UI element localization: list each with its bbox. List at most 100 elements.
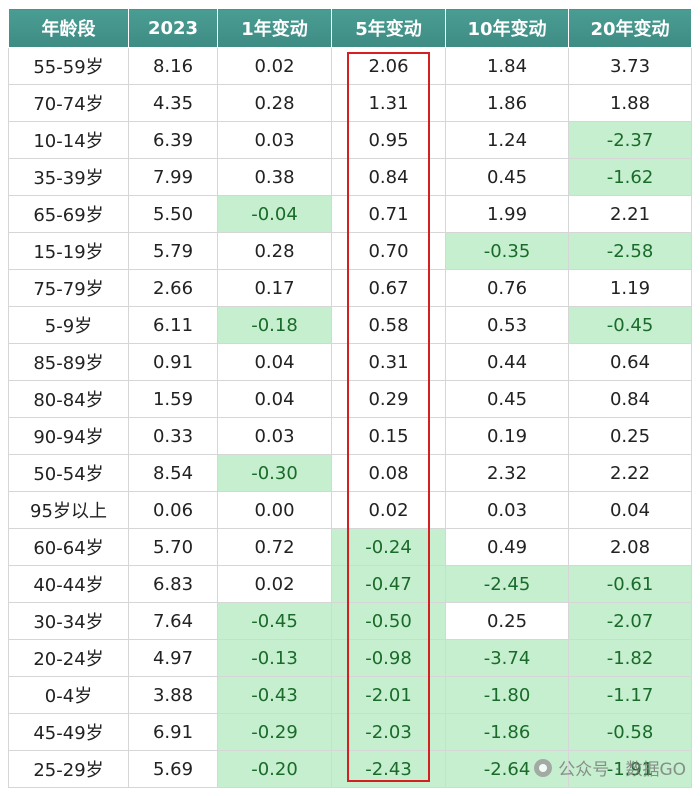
value-2023-cell: 0.91 (128, 343, 218, 381)
wechat-icon (534, 758, 553, 777)
value-2023-cell: 5.70 (128, 528, 218, 566)
col-header-10y-change: 10年变动 (445, 8, 569, 48)
change-5y-cell: -2.01 (331, 676, 446, 714)
table-row: 60-64岁 5.70 0.72 -0.24 0.49 2.08 (8, 528, 692, 566)
col-header-age-group: 年龄段 (8, 8, 129, 48)
table-row: 90-94岁 0.33 0.03 0.15 0.19 0.25 (8, 417, 692, 455)
table-row: 40-44岁 6.83 0.02 -0.47 -2.45 -0.61 (8, 565, 692, 603)
change-1y-cell: 0.03 (217, 121, 332, 159)
table-row: 50-54岁 8.54 -0.30 0.08 2.32 2.22 (8, 454, 692, 492)
change-20y-cell: 3.73 (568, 47, 692, 85)
value-2023-cell: 6.39 (128, 121, 218, 159)
change-5y-cell: 0.15 (331, 417, 446, 455)
change-5y-cell: 0.71 (331, 195, 446, 233)
change-20y-cell: 2.08 (568, 528, 692, 566)
change-5y-cell: -0.50 (331, 602, 446, 640)
header-row: 年龄段 2023 1年变动 5年变动 10年变动 20年变动 (8, 8, 692, 48)
age-change-table: 年龄段 2023 1年变动 5年变动 10年变动 20年变动 55-59岁 8.1… (8, 8, 692, 788)
change-5y-cell: 0.67 (331, 269, 446, 307)
change-1y-cell: 0.02 (217, 565, 332, 603)
col-header-20y-change: 20年变动 (568, 8, 692, 48)
table-row: 45-49岁 6.91 -0.29 -2.03 -1.86 -0.58 (8, 713, 692, 751)
change-5y-cell: 0.84 (331, 158, 446, 196)
value-2023-cell: 3.88 (128, 676, 218, 714)
change-1y-cell: 0.03 (217, 417, 332, 455)
value-2023-cell: 0.33 (128, 417, 218, 455)
change-5y-cell: 2.06 (331, 47, 446, 85)
change-10y-cell: 0.76 (445, 269, 569, 307)
table-row: 10-14岁 6.39 0.03 0.95 1.24 -2.37 (8, 121, 692, 159)
age-group-cell: 10-14岁 (8, 121, 129, 159)
change-20y-cell: -1.17 (568, 676, 692, 714)
age-group-cell: 75-79岁 (8, 269, 129, 307)
change-1y-cell: 0.17 (217, 269, 332, 307)
change-5y-cell: 0.08 (331, 454, 446, 492)
change-1y-cell: 0.38 (217, 158, 332, 196)
change-1y-cell: 0.04 (217, 380, 332, 418)
change-10y-cell: 2.32 (445, 454, 569, 492)
change-20y-cell: 0.04 (568, 491, 692, 529)
change-20y-cell: 1.19 (568, 269, 692, 307)
change-20y-cell: -1.82 (568, 639, 692, 677)
value-2023-cell: 5.50 (128, 195, 218, 233)
change-5y-cell: -2.43 (331, 750, 446, 788)
change-5y-cell: -2.03 (331, 713, 446, 751)
change-10y-cell: 0.19 (445, 417, 569, 455)
table-row: 5-9岁 6.11 -0.18 0.58 0.53 -0.45 (8, 306, 692, 344)
age-group-cell: 15-19岁 (8, 232, 129, 270)
change-5y-cell: -0.98 (331, 639, 446, 677)
change-10y-cell: -1.86 (445, 713, 569, 751)
col-header-5y-change: 5年变动 (331, 8, 446, 48)
col-header-2023: 2023 (128, 8, 218, 48)
watermark-text: 公众号 · 数据GO (558, 760, 686, 780)
change-10y-cell: 0.49 (445, 528, 569, 566)
value-2023-cell: 7.99 (128, 158, 218, 196)
change-5y-cell: 0.29 (331, 380, 446, 418)
change-5y-cell: 0.02 (331, 491, 446, 529)
change-20y-cell: -2.07 (568, 602, 692, 640)
change-10y-cell: -0.35 (445, 232, 569, 270)
change-1y-cell: 0.04 (217, 343, 332, 381)
change-10y-cell: -1.80 (445, 676, 569, 714)
change-10y-cell: 0.45 (445, 158, 569, 196)
change-10y-cell: 1.24 (445, 121, 569, 159)
age-group-cell: 65-69岁 (8, 195, 129, 233)
change-1y-cell: -0.43 (217, 676, 332, 714)
table-row: 25-29岁 5.69 -0.20 -2.43 -2.64 -1.91 (8, 750, 692, 788)
table-row: 70-74岁 4.35 0.28 1.31 1.86 1.88 (8, 84, 692, 122)
change-5y-cell: 0.58 (331, 306, 446, 344)
table-row: 35-39岁 7.99 0.38 0.84 0.45 -1.62 (8, 158, 692, 196)
change-20y-cell: 0.84 (568, 380, 692, 418)
age-group-cell: 55-59岁 (8, 47, 129, 85)
table-row: 15-19岁 5.79 0.28 0.70 -0.35 -2.58 (8, 232, 692, 270)
change-20y-cell: 2.22 (568, 454, 692, 492)
value-2023-cell: 5.79 (128, 232, 218, 270)
change-10y-cell: 0.45 (445, 380, 569, 418)
watermark: 公众号 · 数据GO (534, 755, 686, 780)
change-20y-cell: -0.45 (568, 306, 692, 344)
col-header-1y-change: 1年变动 (217, 8, 332, 48)
change-1y-cell: 0.02 (217, 47, 332, 85)
table-row: 95岁以上 0.06 0.00 0.02 0.03 0.04 (8, 491, 692, 529)
change-1y-cell: -0.30 (217, 454, 332, 492)
age-group-cell: 90-94岁 (8, 417, 129, 455)
change-1y-cell: -0.04 (217, 195, 332, 233)
change-1y-cell: -0.29 (217, 713, 332, 751)
change-1y-cell: -0.20 (217, 750, 332, 788)
table-row: 80-84岁 1.59 0.04 0.29 0.45 0.84 (8, 380, 692, 418)
change-10y-cell: 1.99 (445, 195, 569, 233)
value-2023-cell: 2.66 (128, 269, 218, 307)
age-group-cell: 50-54岁 (8, 454, 129, 492)
value-2023-cell: 6.91 (128, 713, 218, 751)
value-2023-cell: 8.16 (128, 47, 218, 85)
change-10y-cell: 0.53 (445, 306, 569, 344)
age-group-cell: 60-64岁 (8, 528, 129, 566)
age-group-cell: 0-4岁 (8, 676, 129, 714)
change-20y-cell: 0.64 (568, 343, 692, 381)
change-20y-cell: 0.25 (568, 417, 692, 455)
change-5y-cell: 0.95 (331, 121, 446, 159)
change-10y-cell: 0.03 (445, 491, 569, 529)
change-20y-cell: -0.58 (568, 713, 692, 751)
table-row: 65-69岁 5.50 -0.04 0.71 1.99 2.21 (8, 195, 692, 233)
age-group-cell: 5-9岁 (8, 306, 129, 344)
